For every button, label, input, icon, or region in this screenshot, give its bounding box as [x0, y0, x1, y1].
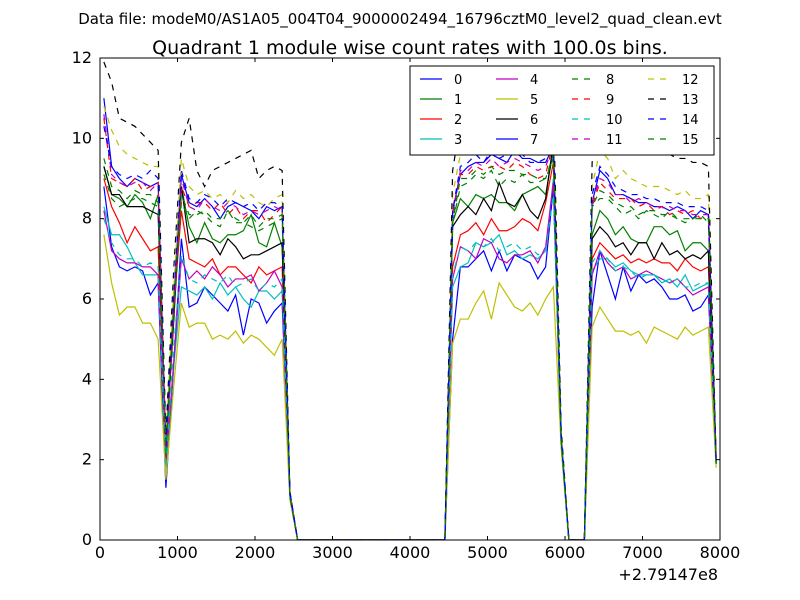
series-line-8: [103, 158, 717, 540]
legend-label-11: 11: [606, 133, 623, 148]
legend-label-9: 9: [606, 93, 614, 108]
y-tick-label: 2: [82, 450, 92, 469]
y-tick-label: 0: [82, 530, 92, 549]
series-line-1: [103, 150, 717, 540]
y-tick-label: 6: [82, 289, 92, 308]
series-line-9: [103, 118, 717, 540]
legend-box: [409, 65, 715, 156]
legend-label-10: 10: [606, 113, 623, 128]
legend-label-0: 0: [454, 73, 462, 88]
x-axis-offset-label: +2.79147e8: [618, 565, 718, 584]
legend-label-14: 14: [682, 113, 699, 128]
x-tick-label: 7000: [622, 543, 663, 562]
legend-label-1: 1: [454, 93, 462, 108]
legend-label-7: 7: [530, 133, 538, 148]
legend-label-2: 2: [454, 113, 462, 128]
x-tick-label: 0: [95, 543, 105, 562]
y-tick-label: 12: [72, 48, 92, 67]
x-tick-label: 4000: [390, 543, 431, 562]
legend-label-3: 3: [454, 133, 462, 148]
series-line-6: [103, 142, 717, 540]
series-line-15: [103, 154, 717, 540]
x-tick-label: 1000: [157, 543, 198, 562]
y-tick-label: 8: [82, 209, 92, 228]
series-line-10: [103, 194, 717, 540]
series-line-14: [103, 126, 717, 540]
series-line-2: [103, 162, 717, 540]
legend-label-4: 4: [530, 73, 538, 88]
series-line-3: [103, 178, 717, 540]
series-line-11: [103, 114, 717, 540]
axis-ticks: 0 1000 2000 3000 4000 5000 6000 7000 80000246810…: [72, 48, 741, 562]
x-tick-label: 2000: [235, 543, 276, 562]
legend-label-8: 8: [606, 73, 614, 88]
legend-label-12: 12: [682, 73, 699, 88]
x-tick-label: 3000: [312, 543, 353, 562]
figure-suptitle: Data file: modeM0/AS1A05_004T04_90000024…: [78, 10, 722, 29]
chart-title: Quadrant 1 module wise count rates with …: [152, 37, 668, 59]
y-tick-label: 4: [82, 369, 92, 388]
series-line-5: [103, 234, 717, 540]
legend-label-6: 6: [530, 113, 538, 128]
x-tick-label: 6000: [545, 543, 586, 562]
series-line-4: [103, 182, 717, 540]
legend-label-13: 13: [682, 93, 699, 108]
legend-label-15: 15: [682, 133, 699, 148]
x-tick-label: 8000: [700, 543, 741, 562]
x-tick-label: 5000: [467, 543, 508, 562]
y-tick-label: 10: [72, 128, 92, 147]
legend-label-5: 5: [530, 93, 538, 108]
